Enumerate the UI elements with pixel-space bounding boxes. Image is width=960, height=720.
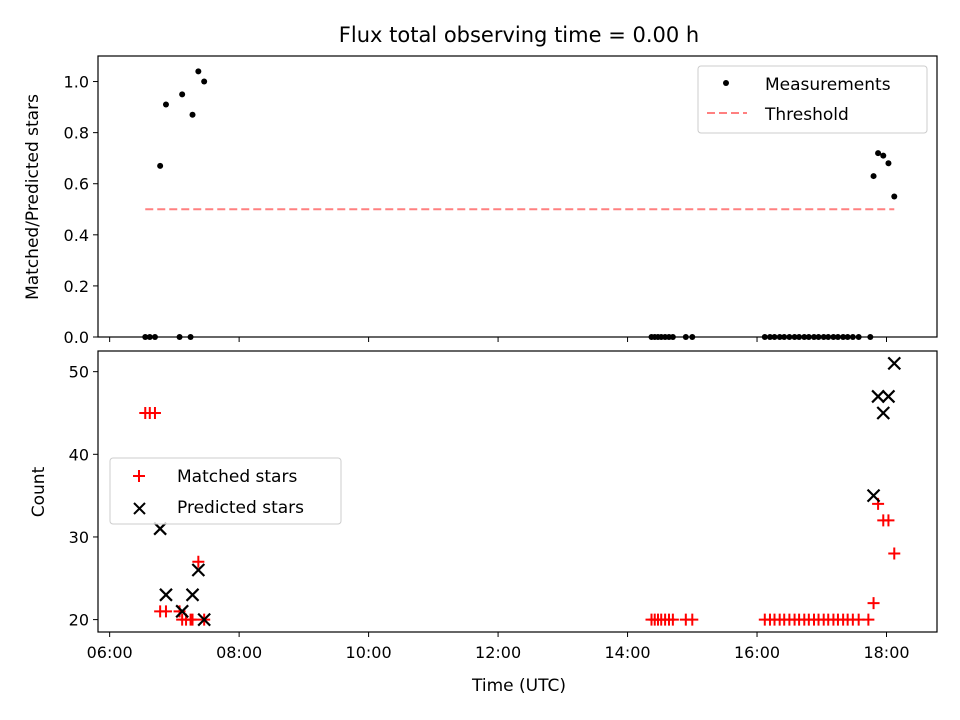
ratio-legend: Measurements Threshold — [697, 65, 928, 134]
legend-threshold-label: Threshold — [764, 105, 849, 125]
matched-stars-point — [882, 514, 895, 527]
x-tick-label: 18:00 — [863, 643, 909, 662]
measurement-point — [189, 111, 196, 118]
predicted-stars-point — [159, 588, 173, 602]
y-tick-label: 1.0 — [64, 73, 89, 92]
measurement-point — [885, 160, 892, 167]
legend-predicted-marker — [133, 502, 146, 515]
x-tick-label: 06:00 — [87, 643, 133, 662]
measurement-point — [870, 173, 877, 180]
x-tick-label: 10:00 — [346, 643, 392, 662]
y-tick-label: 20 — [69, 611, 89, 630]
ratio-plot-area: 0.0 0.2 0.4 0.6 0.8 1.0 — [64, 55, 938, 347]
predicted-stars-point — [191, 563, 206, 577]
predicted-stars-point — [153, 521, 167, 536]
x-tick-label: 08:00 — [216, 643, 262, 662]
matched-stars-point — [186, 613, 199, 626]
matched-stars-point — [192, 555, 205, 568]
y-tick-label: 40 — [69, 445, 89, 464]
matched-stars-point — [867, 597, 880, 610]
legend-measurements-marker — [723, 80, 729, 86]
matched-stars-point — [159, 605, 172, 618]
x-axis-label: Time (UTC) — [471, 676, 566, 696]
measurement-point — [875, 150, 882, 157]
axes-frame — [97, 55, 938, 338]
matched-stars-point — [666, 613, 679, 626]
chart-title: Flux total observing time = 0.00 h — [339, 23, 699, 47]
y-tick-label: 0.8 — [64, 124, 89, 143]
y-tick-label: 0.4 — [64, 226, 89, 245]
ratio-panel: Flux total observing time = 0.00 h Match… — [23, 23, 938, 347]
matched-stars-point — [888, 547, 901, 560]
top-y-axis-label: Matched/Predicted stars — [23, 94, 43, 300]
counts-panel: Count Time (UTC) 20 30 40 50 06:00 08:00 10:00… — [29, 350, 938, 696]
measurement-point — [201, 78, 208, 85]
measurement-point — [891, 193, 898, 200]
measurement-point — [162, 101, 169, 108]
legend-matched-marker — [133, 470, 145, 482]
legend-measurements-label: Measurements — [765, 75, 891, 95]
y-tick-label: 0.6 — [64, 175, 89, 194]
legend-matched-label: Matched stars — [177, 467, 297, 487]
predicted-stars-point — [876, 406, 891, 420]
y-tick-label: 0.0 — [64, 328, 89, 347]
predicted-stars-point — [866, 488, 881, 503]
y-tick-label: 0.2 — [64, 277, 89, 296]
legend-frame — [109, 457, 342, 525]
measurement-point — [195, 68, 202, 75]
predicted-stars-point — [197, 612, 211, 627]
x-tick-label: 16:00 — [734, 643, 780, 662]
legend-frame — [697, 65, 928, 134]
legend-predicted-label: Predicted stars — [177, 498, 304, 518]
matched-stars-point — [148, 406, 161, 419]
predicted-stars-point — [887, 356, 902, 371]
counts-legend: Matched stars Predicted stars — [109, 457, 342, 525]
y-tick-label: 30 — [69, 528, 89, 547]
axes-frame — [97, 350, 938, 633]
predicted-stars-point — [185, 588, 200, 602]
counts-plot-area: 20 30 40 50 06:00 08:00 10:00 12:00 14:00 16:00 18… — [69, 350, 938, 662]
x-tick-label: 14:00 — [604, 643, 650, 662]
predicted-stars-point — [175, 604, 189, 619]
predicted-stars-point — [871, 389, 885, 404]
matched-stars-point — [686, 613, 699, 626]
bottom-y-axis-label: Count — [29, 466, 49, 517]
matched-stars-point — [862, 613, 875, 626]
x-tick-label: 12:00 — [475, 643, 521, 662]
predicted-stars-point — [881, 389, 896, 404]
measurement-point — [179, 91, 186, 98]
measurement-point — [157, 162, 164, 169]
y-tick-label: 50 — [69, 363, 89, 382]
measurement-point — [880, 152, 887, 159]
